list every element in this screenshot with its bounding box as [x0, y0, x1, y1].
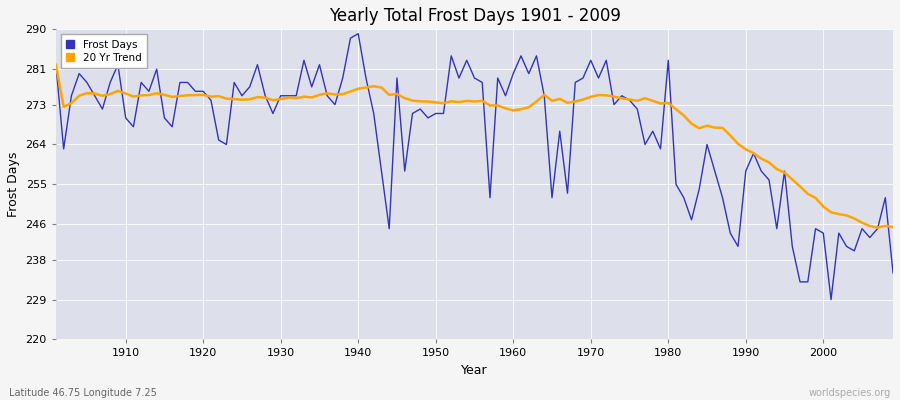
Legend: Frost Days, 20 Yr Trend: Frost Days, 20 Yr Trend — [61, 34, 147, 68]
Title: Yearly Total Frost Days 1901 - 2009: Yearly Total Frost Days 1901 - 2009 — [328, 7, 620, 25]
X-axis label: Year: Year — [461, 364, 488, 377]
Text: Latitude 46.75 Longitude 7.25: Latitude 46.75 Longitude 7.25 — [9, 388, 157, 398]
Text: worldspecies.org: worldspecies.org — [809, 388, 891, 398]
Y-axis label: Frost Days: Frost Days — [7, 152, 20, 217]
